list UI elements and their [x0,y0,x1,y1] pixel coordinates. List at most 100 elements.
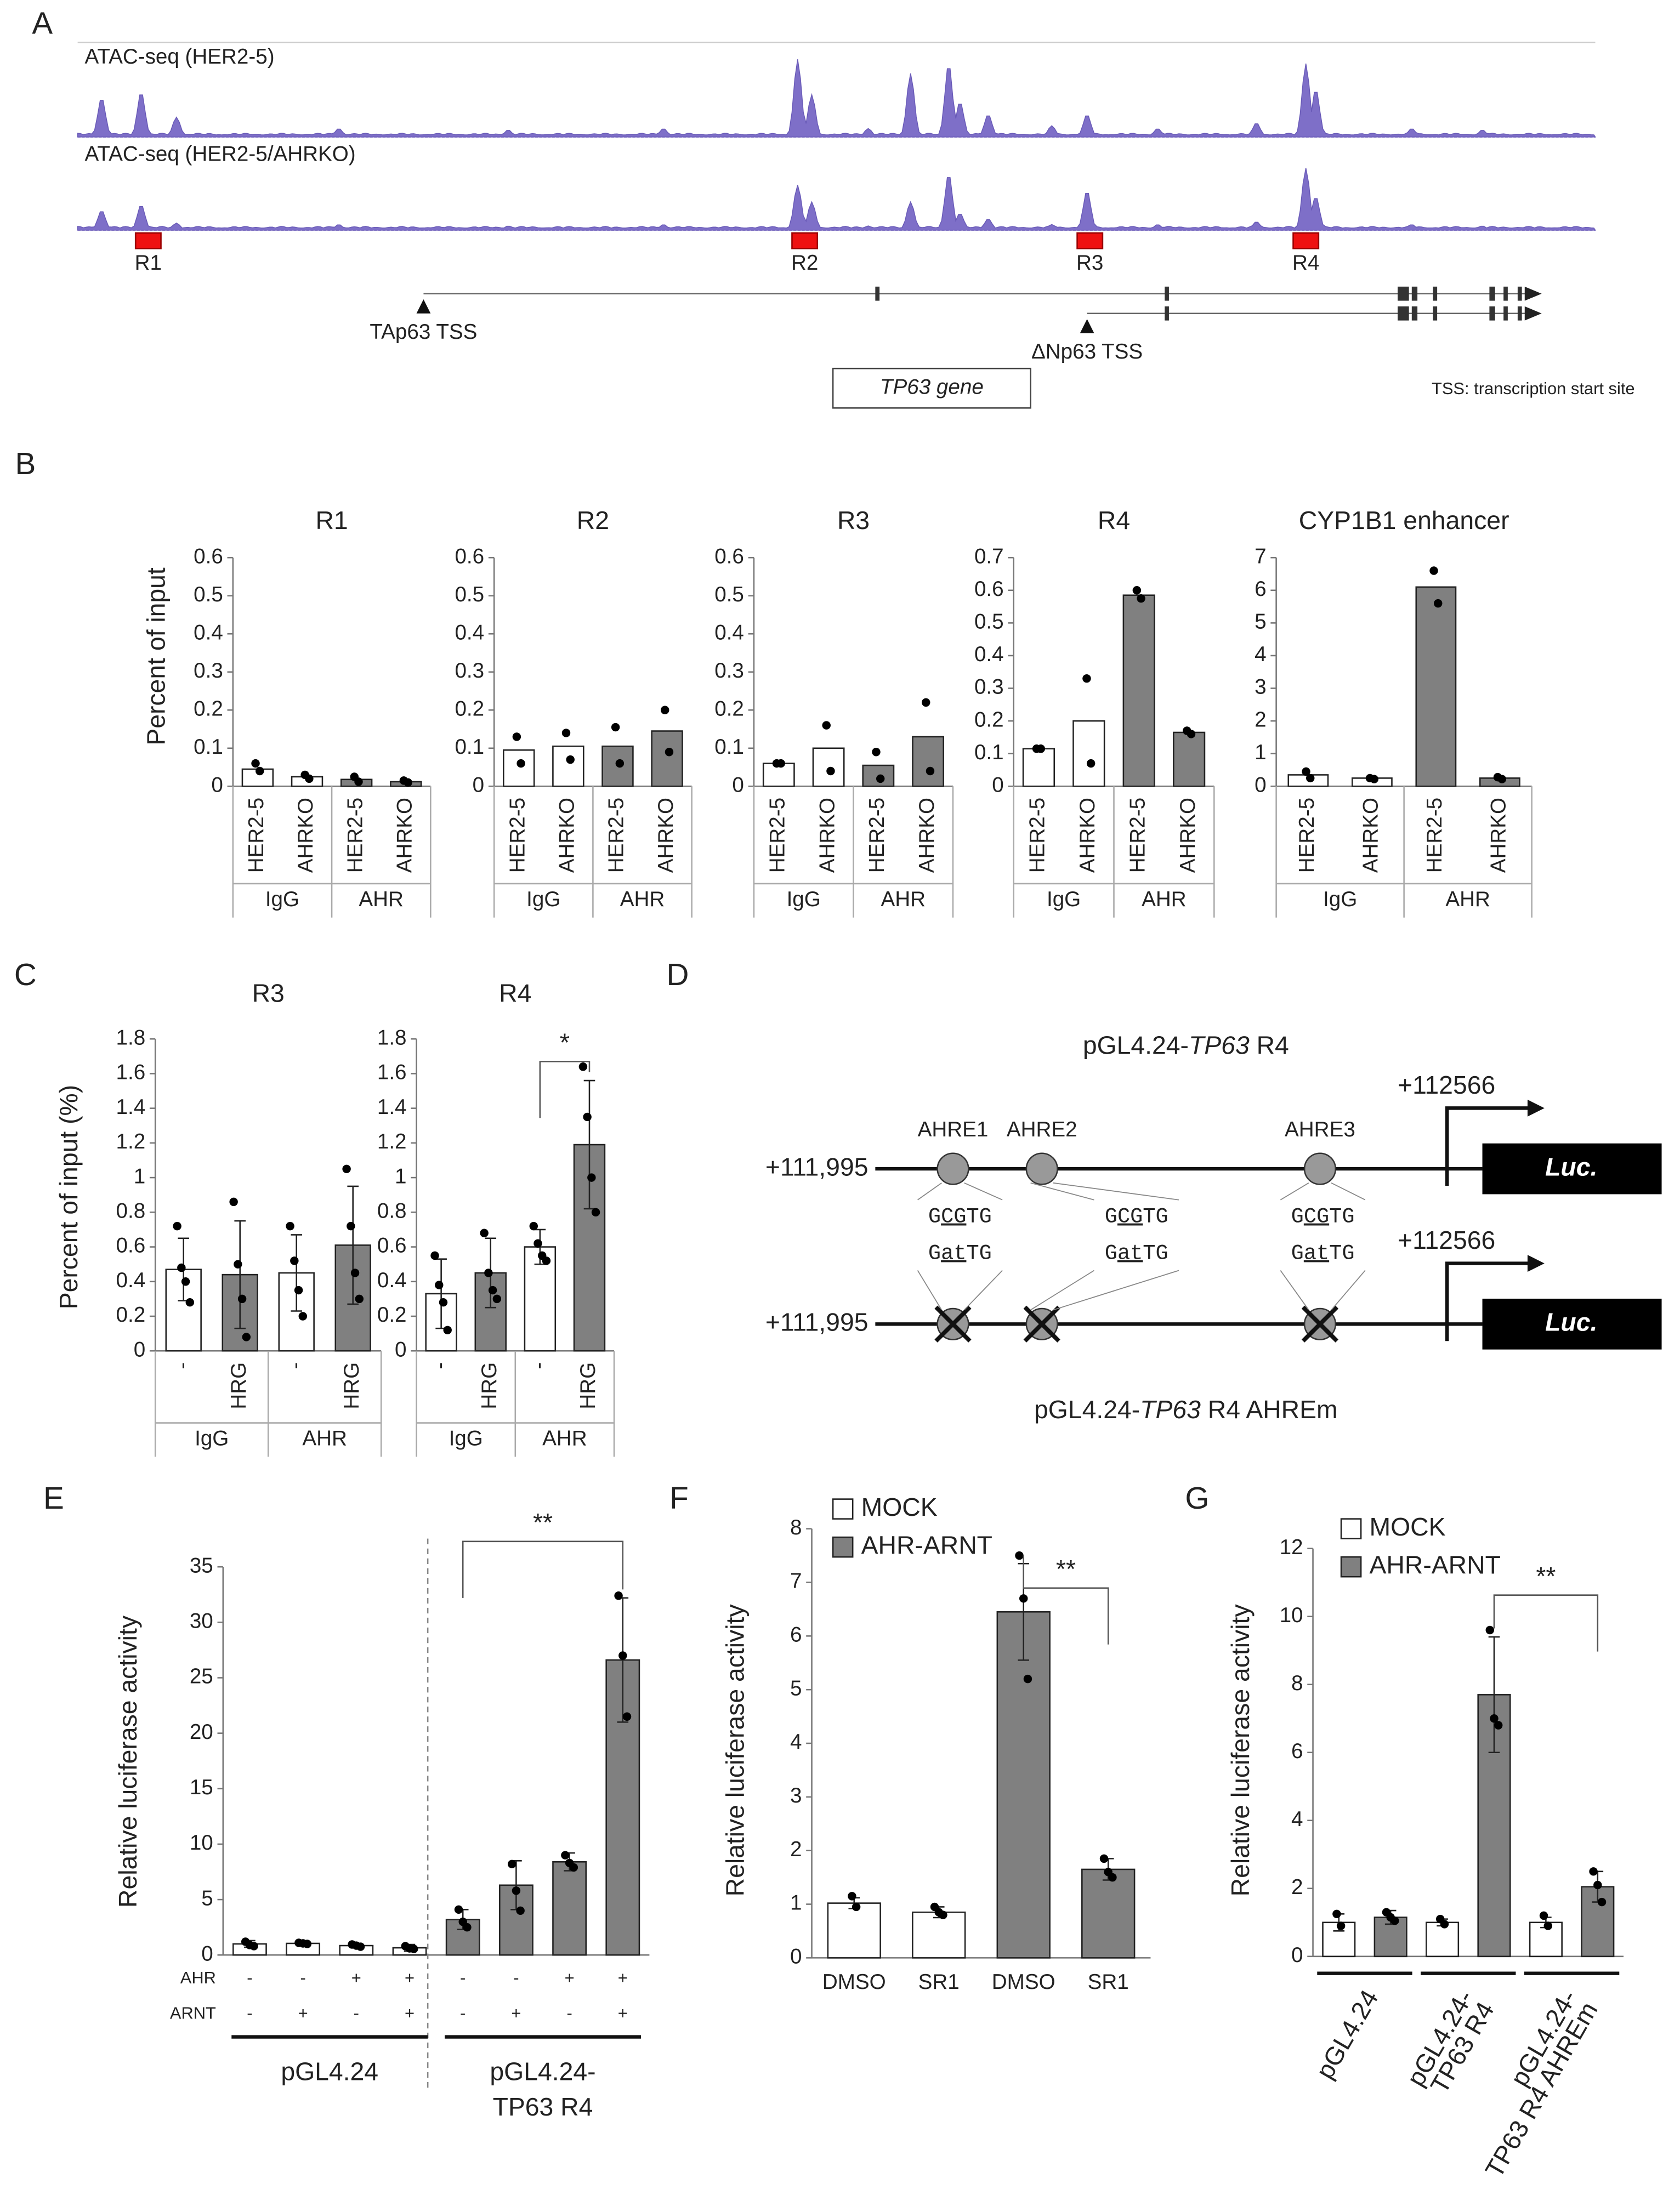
y-tick-label: 1.6 [377,1061,407,1084]
construct-title-part: pGL4.24- [1083,1031,1189,1060]
y-tick-label: 1.2 [116,1130,146,1153]
arrow-head [1524,286,1542,301]
row-value: - [247,2004,252,2023]
x-tick-label: HER2-5 [245,798,268,873]
atac-signal [77,168,1596,231]
sequence: GCGTG [1105,1205,1168,1229]
sequence-part: CG [1304,1205,1329,1229]
legend-label: MOCK [1370,1512,1446,1541]
y-tick-label: 12 [1280,1536,1303,1559]
chart-title: R3 [252,979,285,1008]
x-tick-label: AHRKO [1176,798,1200,873]
data-point [1015,1551,1024,1560]
data-point [1390,1916,1399,1925]
data-point [1306,774,1315,783]
y-tick-label: 0.3 [194,659,223,683]
y-tick-label: 0.3 [714,659,744,683]
y-axis-label: Relative luciferase activity [720,1604,749,1897]
y-tick-label: 1.2 [377,1130,407,1153]
data-point [1597,1897,1607,1907]
error-bar [1488,1636,1500,1754]
data-point [1543,1921,1552,1930]
x-tick-label: AHRKO [654,798,678,873]
exon [1433,286,1438,301]
row-value: + [351,1968,361,1987]
track-label: ATAC-seq (HER2-5) [84,45,274,69]
group-label: pGL4.24- [490,2057,595,2086]
y-tick-label: 2 [1255,708,1266,731]
bar [1081,1868,1136,1959]
arrow-head [1527,1099,1545,1117]
exon [1398,286,1409,301]
sequence: GCGTG [928,1205,992,1229]
x-tick-label: HER2-5 [1295,798,1319,873]
data-point [480,1229,489,1237]
y-tick-label: 0.6 [455,544,484,568]
row-value: - [566,2004,572,2023]
data-point [439,1298,448,1307]
sequence-part: TG [966,1242,991,1266]
sequence-part: TG [1143,1242,1168,1266]
significance-bracket [462,1540,624,1598]
group-label: IgG [265,888,299,911]
legend-label: MOCK [861,1493,938,1521]
exon [1411,306,1418,321]
data-point [1082,674,1091,683]
y-tick-label: 0 [1291,1943,1303,1967]
panel-letter: E [43,1481,64,1516]
data-point [1485,1625,1494,1635]
exon [1489,306,1495,321]
group-label: IgG [787,888,821,911]
legend-swatch [1340,1556,1362,1578]
construct-title-part: TP63 [1140,1395,1201,1424]
group-label: IgG [195,1427,229,1451]
bar [1477,1694,1511,1958]
error-bar [234,1220,246,1329]
arrow-head [1524,306,1542,321]
significance-label: ** [533,1508,553,1537]
row-value: - [247,1968,252,1987]
data-point [303,1940,312,1948]
y-tick-label: 0.4 [377,1269,407,1292]
x-tick-label: HER2-5 [865,798,889,873]
panel-letter: F [669,1481,689,1516]
group-label: AHR [1445,888,1490,911]
row-label: ARNT [170,2004,216,2023]
sequence-part: CG [1117,1205,1143,1229]
data-point [516,1906,525,1915]
chart-title: R2 [577,506,609,534]
group-label: AHR [302,1427,347,1451]
y-tick-label: 0.4 [194,621,223,644]
data-point [286,1221,294,1231]
y-tick-label: 6 [790,1623,802,1647]
data-point [290,1256,299,1265]
data-point [533,1239,542,1248]
group-label: AHR [881,888,926,911]
data-point [1429,566,1438,575]
bar [912,736,945,787]
region-label: R4 [1292,251,1319,275]
y-tick-label: 1 [134,1164,145,1188]
exon [1489,286,1495,301]
y-tick-label: 0.6 [377,1234,407,1258]
data-point [561,729,571,737]
exon [1165,286,1169,301]
chart-title: R3 [837,506,870,534]
panel-letter: C [14,958,37,992]
tss-marker [416,299,431,314]
y-tick-label: 1.4 [116,1095,146,1119]
mutation-cross [934,1305,972,1343]
exon [1517,306,1522,321]
data-point [1593,1880,1602,1890]
bar [503,749,535,787]
significance-bracket [1493,1594,1599,1652]
region-box [1076,232,1104,249]
y-tick-label: 0 [211,774,223,797]
ahre-site [1303,1152,1337,1185]
chart-title: R4 [499,979,531,1008]
x-tick-label: HER2-5 [766,798,790,873]
data-point [1023,1674,1032,1684]
y-tick-label: 0.1 [714,735,744,759]
data-point [443,1326,452,1335]
row-value: - [513,1968,519,1987]
